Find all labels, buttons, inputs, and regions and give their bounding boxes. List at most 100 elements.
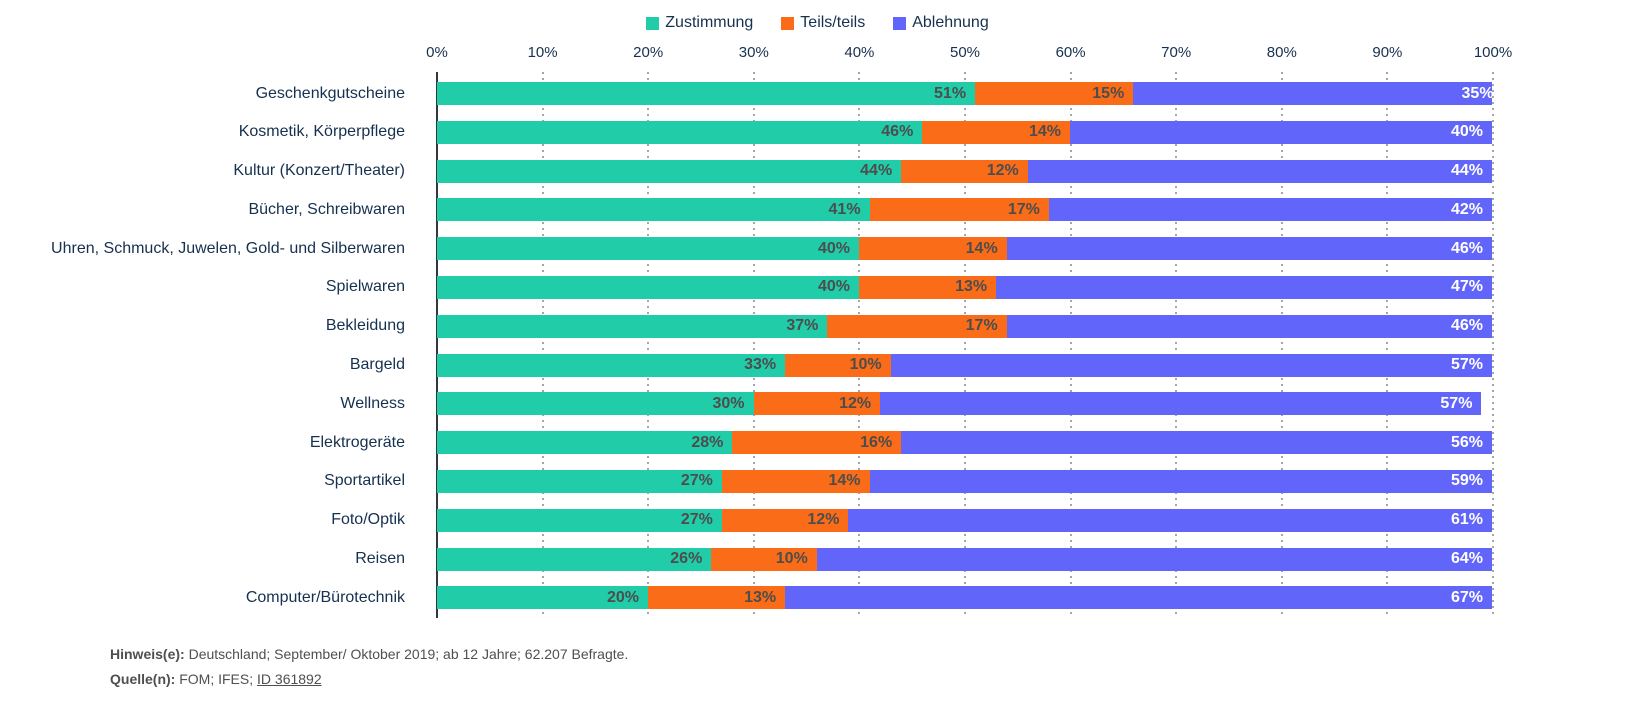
x-tick-label: 20% <box>633 44 664 61</box>
gridline <box>1492 72 1494 618</box>
value-label: 59% <box>1450 472 1483 490</box>
bar-segment-zustimmung: 37% <box>437 314 828 338</box>
value-label: 40% <box>817 239 850 257</box>
bar-segment-ablehnung: 64% <box>816 547 1492 571</box>
bar-row: Spielwaren 40% 13% 47% <box>0 269 1492 308</box>
stacked-bar: 33% 10% 57% <box>437 353 1492 377</box>
bar-segment-ablehnung: 35% <box>1133 82 1492 105</box>
bar-segment-zustimmung: 46% <box>437 120 923 144</box>
bar-row: Reisen 26% 10% 64% <box>0 541 1492 580</box>
bar-segment-teils-teils: 10% <box>785 353 891 377</box>
stacked-bar: 27% 12% 61% <box>437 508 1492 532</box>
value-label: 35% <box>1461 84 1492 102</box>
gridline <box>541 72 544 618</box>
value-label: 14% <box>828 472 861 490</box>
category-label: Bargeld <box>349 356 405 374</box>
category-label: Computer/Bürotechnik <box>245 588 405 606</box>
value-label: 47% <box>1450 278 1483 296</box>
value-label: 46% <box>881 123 914 141</box>
footer-source-line: Quelle(n): FOM; IFES; ID 361892 <box>110 667 628 692</box>
value-label: 40% <box>1450 123 1483 141</box>
category-label: Bücher, Schreibwaren <box>248 200 405 218</box>
legend-item-ablehnung[interactable]: Ablehnung <box>893 14 989 32</box>
bar-row: Sportartikel 27% 14% 59% <box>0 463 1492 502</box>
bar-segment-ablehnung: 44% <box>1027 159 1492 183</box>
gridline <box>1175 72 1178 618</box>
value-label: 10% <box>775 550 808 568</box>
bar-segment-ablehnung: 42% <box>1048 198 1492 222</box>
bar-row: Kultur (Konzert/Theater) 44% 12% 44% <box>0 153 1492 192</box>
value-label: 12% <box>986 162 1019 180</box>
bar-segment-zustimmung: 26% <box>437 547 712 571</box>
bar-segment-ablehnung: 40% <box>1069 120 1492 144</box>
gridline <box>752 72 755 618</box>
bar-row: Foto/Optik 27% 12% 61% <box>0 502 1492 541</box>
value-label: 61% <box>1450 511 1483 529</box>
gridline <box>1069 72 1072 618</box>
stacked-bar: 40% 13% 47% <box>437 275 1492 299</box>
category-label: Foto/Optik <box>331 511 405 529</box>
bar-row: Wellness 30% 12% 57% <box>0 385 1492 424</box>
bar-row: Bargeld 33% 10% 57% <box>0 347 1492 386</box>
category-label: Sportartikel <box>324 472 405 490</box>
bar-segment-ablehnung: 57% <box>890 353 1492 377</box>
value-label: 26% <box>670 550 703 568</box>
bar-row: Geschenkgutscheine 51% 15% 35% <box>0 75 1492 114</box>
x-tick-label: 50% <box>949 44 981 61</box>
legend-label: Zustimmung <box>665 14 754 31</box>
bar-segment-teils-teils: 14% <box>859 237 1007 261</box>
value-label: 41% <box>828 200 861 218</box>
value-label: 37% <box>786 317 819 335</box>
legend-label: Ablehnung <box>912 14 989 31</box>
bar-segment-zustimmung: 51% <box>437 82 976 105</box>
category-label: Bekleidung <box>325 317 405 335</box>
gridline <box>858 72 861 618</box>
value-label: 10% <box>849 356 882 374</box>
value-label: 14% <box>965 239 998 257</box>
bar-segment-teils-teils: 14% <box>922 120 1070 144</box>
category-label: Kultur (Konzert/Theater) <box>233 162 405 180</box>
legend-item-teils-teils[interactable]: Teils/teils <box>781 14 865 32</box>
x-tick-label: 40% <box>844 44 875 61</box>
x-tick-label: 70% <box>1161 44 1192 61</box>
bar-segment-teils-teils: 13% <box>859 275 997 299</box>
bar-segment-zustimmung: 33% <box>437 353 786 377</box>
source-text: FOM; IFES; <box>179 671 258 687</box>
x-axis: 0% 10% 20% 30% 40% 50% 60% 70% 80% 90% 100% <box>426 44 1512 62</box>
bar-segment-ablehnung: 46% <box>1006 237 1492 261</box>
bar-segment-teils-teils: 15% <box>975 82 1134 105</box>
bar-segment-ablehnung: 56% <box>901 431 1492 455</box>
value-label: 15% <box>1092 84 1125 102</box>
y-axis-line <box>436 72 438 618</box>
bar-segment-teils-teils: 17% <box>827 314 1007 338</box>
stacked-bar: 41% 17% 42% <box>437 198 1492 222</box>
value-label: 13% <box>744 588 777 606</box>
bar-row: Bücher, Schreibwaren 41% 17% 42% <box>0 191 1492 230</box>
value-label: 12% <box>807 511 840 529</box>
bar-segment-teils-teils: 14% <box>721 469 870 493</box>
x-tick-label: 60% <box>1055 44 1086 61</box>
gridline <box>964 72 966 618</box>
source-id-link[interactable]: ID 361892 <box>257 671 322 687</box>
x-tick-label: 10% <box>527 44 558 61</box>
value-label: 17% <box>965 317 998 335</box>
chart-footer: Hinweis(e): Deutschland; September/ Okto… <box>110 642 628 692</box>
category-label: Kosmetik, Körperpflege <box>238 123 405 141</box>
bar-segment-teils-teils: 16% <box>732 431 902 455</box>
stacked-bar: 37% 17% 46% <box>437 314 1492 338</box>
chart-legend: Zustimmung Teils/teils Ablehnung <box>0 14 1635 32</box>
value-label: 56% <box>1450 433 1483 451</box>
category-label: Wellness <box>340 394 405 412</box>
legend-item-zustimmung[interactable]: Zustimmung <box>646 14 753 32</box>
stacked-bar: 40% 14% 46% <box>437 237 1492 261</box>
category-label: Uhren, Schmuck, Juwelen, Gold- und Silbe… <box>51 239 405 257</box>
bar-segment-zustimmung: 30% <box>437 392 754 416</box>
bar-segment-zustimmung: 41% <box>437 198 870 222</box>
legend-swatch-icon <box>893 16 907 30</box>
value-label: 27% <box>680 511 713 529</box>
x-tick-label: 80% <box>1266 44 1297 61</box>
category-label: Reisen <box>355 550 405 568</box>
value-label: 14% <box>1028 123 1061 141</box>
bar-segment-zustimmung: 44% <box>437 159 902 183</box>
